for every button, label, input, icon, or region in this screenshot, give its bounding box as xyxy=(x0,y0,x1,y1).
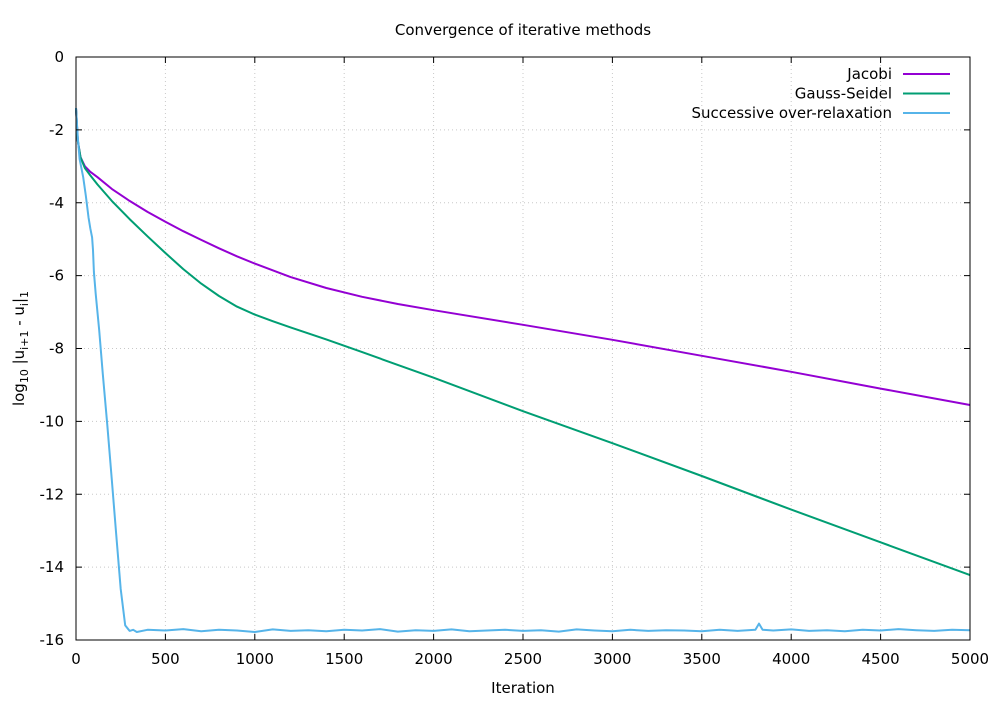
y-tick-label: 0 xyxy=(54,48,64,66)
y-tick-label: -16 xyxy=(40,631,65,649)
y-tick-label: -8 xyxy=(49,340,64,358)
series-line-jacobi xyxy=(75,107,971,406)
series-line-successive-over-relaxation xyxy=(75,107,971,633)
x-tick-label: 1500 xyxy=(325,650,363,668)
y-tick-label: -2 xyxy=(49,121,64,139)
y-axis-label-sub-i: i xyxy=(18,303,31,306)
legend-label-jacobi: Jacobi xyxy=(846,65,892,83)
series-lines xyxy=(75,107,971,633)
x-tick-label: 2500 xyxy=(504,650,542,668)
legend-label-successive-over-relaxation: Successive over-relaxation xyxy=(691,104,892,122)
x-tick-label: 3500 xyxy=(683,650,721,668)
y-axis-label-sub-i1: i+1 xyxy=(18,331,31,350)
x-tick-label: 2000 xyxy=(415,650,453,668)
y-axis-label-open: |u xyxy=(10,350,28,369)
y-axis-label-log-base: 10 xyxy=(18,369,31,383)
x-tick-label: 3000 xyxy=(593,650,631,668)
x-axis-label: Iteration xyxy=(491,679,555,697)
axis-ticks: 0 500 1000 1500 2000 2500 3000 3500 4000 4500 5000… xyxy=(40,48,990,668)
y-axis-label-close: | xyxy=(10,298,28,303)
x-tick-label: 5000 xyxy=(951,650,989,668)
plot-area-border xyxy=(75,56,971,641)
x-tick-label: 4500 xyxy=(862,650,900,668)
y-tick-label: -12 xyxy=(40,485,65,503)
chart-title: Convergence of iterative methods xyxy=(395,21,651,39)
y-tick-label: -10 xyxy=(40,412,65,430)
x-tick-label: 0 xyxy=(71,650,81,668)
y-axis-label-norm-sub: 1 xyxy=(18,291,31,298)
y-axis-label-log: log xyxy=(10,383,28,406)
y-axis-label-mid: - u xyxy=(10,306,28,330)
y-axis-label: log10 |ui+1 - ui|1 xyxy=(10,291,31,406)
x-tick-label: 4000 xyxy=(772,650,810,668)
legend-label-gauss-seidel: Gauss-Seidel xyxy=(795,85,892,103)
grid xyxy=(76,57,970,640)
x-tick-label: 500 xyxy=(151,650,180,668)
series-line-gauss-seidel xyxy=(75,107,971,577)
y-tick-label: -4 xyxy=(49,194,64,212)
x-tick-label: 1000 xyxy=(236,650,274,668)
y-tick-label: -6 xyxy=(49,267,64,285)
y-tick-label: -14 xyxy=(40,558,65,576)
